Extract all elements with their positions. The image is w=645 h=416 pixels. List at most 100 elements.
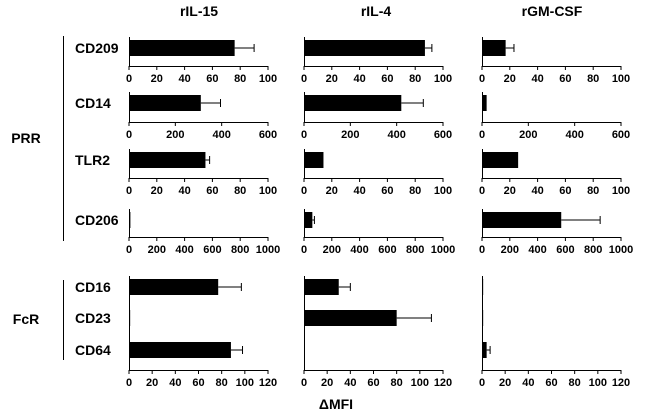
tick-label: 400 bbox=[212, 129, 230, 141]
tick-label: 0 bbox=[126, 244, 132, 256]
tick-label: 60 bbox=[381, 73, 393, 85]
row-tlr2: TLR2 0 20 40 60 80 100 0 20 40 60 80 100 0 20 40 60 80 100 bbox=[75, 149, 630, 197]
tick-label: 60 bbox=[559, 185, 571, 197]
bar bbox=[129, 212, 131, 228]
tick-label: 0 bbox=[479, 129, 485, 141]
tick-label: 1000 bbox=[431, 244, 455, 256]
tick-label: 20 bbox=[146, 377, 158, 389]
bar bbox=[129, 342, 231, 358]
x-axis-label: ΔMFI bbox=[319, 396, 353, 412]
bar bbox=[482, 342, 487, 358]
tick-label: 800 bbox=[584, 244, 602, 256]
tick-label: 120 bbox=[612, 377, 630, 389]
bar bbox=[482, 152, 519, 168]
tick-label: 80 bbox=[216, 377, 228, 389]
tick-label: 60 bbox=[381, 185, 393, 197]
bar bbox=[482, 95, 487, 111]
tick-label: 200 bbox=[341, 129, 359, 141]
tick-label: 20 bbox=[499, 377, 511, 389]
tick-label: 40 bbox=[531, 73, 543, 85]
tick-label: 200 bbox=[323, 244, 341, 256]
bar bbox=[304, 40, 425, 56]
row-cd23: CD23 bbox=[75, 310, 484, 326]
tick-label: 100 bbox=[589, 377, 607, 389]
tick-label: 60 bbox=[206, 185, 218, 197]
row-label: TLR2 bbox=[75, 152, 110, 168]
tick-label: 20 bbox=[151, 185, 163, 197]
tick-label: 400 bbox=[565, 129, 583, 141]
tick-label: 0 bbox=[301, 73, 307, 85]
panel: 0 200 400 600 800 1000 bbox=[479, 209, 633, 256]
bar bbox=[304, 95, 402, 111]
tick-label: 20 bbox=[326, 73, 338, 85]
tick-label: 800 bbox=[406, 244, 424, 256]
tick-label: 100 bbox=[411, 377, 429, 389]
tick-label: 0 bbox=[301, 244, 307, 256]
tick-label: 100 bbox=[612, 73, 630, 85]
tick-label: 400 bbox=[387, 129, 405, 141]
tick-label: 100 bbox=[434, 73, 452, 85]
tick-label: 0 bbox=[126, 73, 132, 85]
bar bbox=[129, 152, 206, 168]
tick-label: 20 bbox=[321, 377, 333, 389]
tick-label: 400 bbox=[528, 244, 546, 256]
tick-label: 100 bbox=[236, 377, 254, 389]
tick-label: 600 bbox=[259, 129, 277, 141]
bar bbox=[482, 310, 484, 326]
tick-label: 600 bbox=[203, 244, 221, 256]
bar bbox=[482, 279, 484, 295]
tick-label: 400 bbox=[175, 244, 193, 256]
tick-label: 40 bbox=[522, 377, 534, 389]
tick-label: 200 bbox=[501, 244, 519, 256]
tick-label: 400 bbox=[350, 244, 368, 256]
row-label: CD14 bbox=[75, 95, 111, 111]
panel: 0 200 400 600 bbox=[126, 92, 277, 141]
bar bbox=[304, 212, 313, 228]
row-label: CD209 bbox=[75, 40, 119, 56]
bar bbox=[304, 279, 339, 295]
tick-label: 40 bbox=[344, 377, 356, 389]
bar bbox=[482, 212, 562, 228]
tick-label: 40 bbox=[531, 185, 543, 197]
bar bbox=[482, 40, 506, 56]
row-label: CD23 bbox=[75, 310, 111, 326]
bar bbox=[129, 40, 235, 56]
tick-label: 20 bbox=[151, 73, 163, 85]
panel: 0 20 40 60 80 100 bbox=[301, 37, 452, 85]
panel: 0 200 400 600 800 1000 bbox=[126, 209, 280, 256]
tick-label: 600 bbox=[612, 129, 630, 141]
panel: 0 20 40 60 80 100 bbox=[126, 37, 277, 85]
fcr-group: 0 20 40 60 80 100 120 0 20 40 60 80 100 120 0 20 40 60 80 1… bbox=[75, 276, 630, 389]
tick-label: 0 bbox=[479, 377, 485, 389]
tick-label: 60 bbox=[206, 73, 218, 85]
tick-label: 80 bbox=[569, 377, 581, 389]
panel: 0 20 40 60 80 100 bbox=[301, 149, 452, 197]
column-title: rGM-CSF bbox=[522, 3, 583, 19]
tick-label: 80 bbox=[391, 377, 403, 389]
tick-label: 100 bbox=[259, 73, 277, 85]
panel: 0 20 40 60 80 100 bbox=[479, 37, 630, 85]
tick-label: 0 bbox=[301, 129, 307, 141]
tick-label: 200 bbox=[148, 244, 166, 256]
tick-label: 40 bbox=[178, 73, 190, 85]
tick-label: 0 bbox=[301, 377, 307, 389]
tick-label: 100 bbox=[434, 185, 452, 197]
bar bbox=[129, 310, 131, 326]
tick-label: 120 bbox=[259, 377, 277, 389]
row-label: CD64 bbox=[75, 342, 111, 358]
row-cd16: CD16 bbox=[75, 279, 484, 295]
panel: 0 200 400 600 bbox=[479, 92, 630, 141]
row-cd64: CD64 bbox=[75, 342, 491, 358]
tick-label: 60 bbox=[192, 377, 204, 389]
tick-label: 600 bbox=[378, 244, 396, 256]
tick-label: 80 bbox=[234, 73, 246, 85]
tick-label: 40 bbox=[353, 73, 365, 85]
tick-label: 100 bbox=[612, 185, 630, 197]
tick-label: 0 bbox=[479, 73, 485, 85]
group-label-fcr: FcR bbox=[13, 311, 39, 327]
panel: 0 200 400 600 800 1000 bbox=[301, 209, 455, 256]
bar bbox=[304, 310, 397, 326]
tick-label: 0 bbox=[479, 244, 485, 256]
column-titles: rIL-15 rIL-4 rGM-CSF bbox=[180, 3, 583, 19]
